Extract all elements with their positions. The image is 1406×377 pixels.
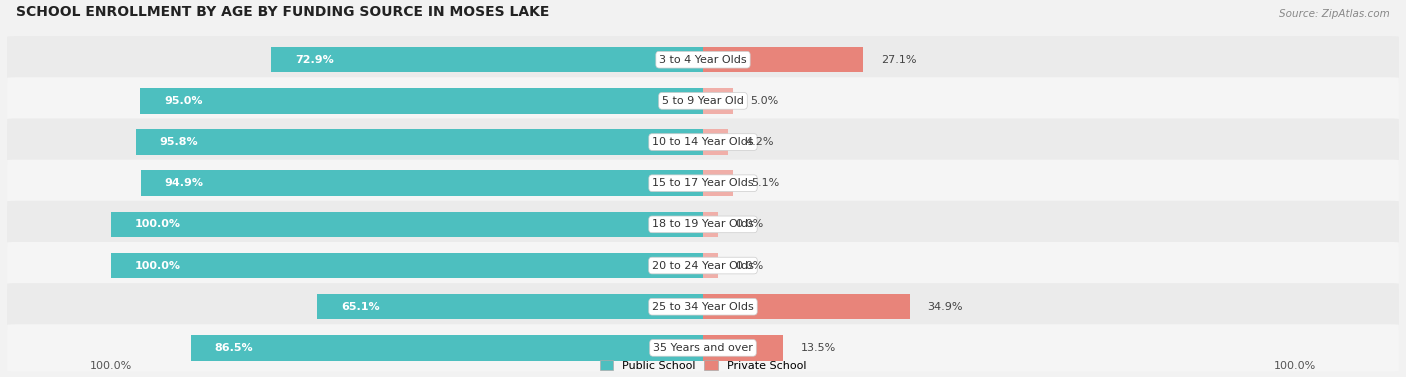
Text: 95.8%: 95.8%: [159, 137, 198, 147]
Bar: [703, 253, 718, 278]
FancyBboxPatch shape: [7, 242, 1399, 289]
Text: 100.0%: 100.0%: [135, 219, 180, 229]
Bar: [703, 129, 728, 155]
Bar: [703, 47, 863, 72]
Text: 100.0%: 100.0%: [90, 362, 132, 371]
Bar: [191, 335, 703, 361]
FancyBboxPatch shape: [7, 201, 1399, 248]
Legend: Public School, Private School: Public School, Private School: [596, 357, 810, 374]
Text: 4.2%: 4.2%: [745, 137, 775, 147]
Bar: [141, 170, 703, 196]
FancyBboxPatch shape: [7, 324, 1399, 371]
Bar: [703, 211, 718, 237]
Text: 72.9%: 72.9%: [295, 55, 333, 65]
Text: 5.0%: 5.0%: [751, 96, 779, 106]
Bar: [703, 335, 783, 361]
Text: 94.9%: 94.9%: [165, 178, 204, 188]
FancyBboxPatch shape: [7, 159, 1399, 207]
Text: 13.5%: 13.5%: [801, 343, 837, 353]
Text: 20 to 24 Year Olds: 20 to 24 Year Olds: [652, 261, 754, 271]
Bar: [703, 170, 733, 196]
Text: Source: ZipAtlas.com: Source: ZipAtlas.com: [1279, 9, 1391, 18]
Text: 5 to 9 Year Old: 5 to 9 Year Old: [662, 96, 744, 106]
Text: 35 Years and over: 35 Years and over: [652, 343, 754, 353]
Bar: [318, 294, 703, 319]
Text: 15 to 17 Year Olds: 15 to 17 Year Olds: [652, 178, 754, 188]
Text: SCHOOL ENROLLMENT BY AGE BY FUNDING SOURCE IN MOSES LAKE: SCHOOL ENROLLMENT BY AGE BY FUNDING SOUR…: [15, 5, 550, 18]
Bar: [141, 88, 703, 113]
FancyBboxPatch shape: [7, 118, 1399, 166]
Text: 100.0%: 100.0%: [135, 261, 180, 271]
Text: 27.1%: 27.1%: [882, 55, 917, 65]
FancyBboxPatch shape: [7, 283, 1399, 330]
FancyBboxPatch shape: [7, 77, 1399, 124]
Bar: [135, 129, 703, 155]
Bar: [111, 211, 703, 237]
Text: 34.9%: 34.9%: [928, 302, 963, 312]
Bar: [703, 294, 910, 319]
FancyBboxPatch shape: [7, 36, 1399, 83]
Text: 100.0%: 100.0%: [1274, 362, 1316, 371]
Text: 5.1%: 5.1%: [751, 178, 779, 188]
Text: 0.0%: 0.0%: [735, 219, 763, 229]
Text: 65.1%: 65.1%: [342, 302, 380, 312]
Bar: [111, 253, 703, 278]
Text: 25 to 34 Year Olds: 25 to 34 Year Olds: [652, 302, 754, 312]
Bar: [271, 47, 703, 72]
Text: 10 to 14 Year Olds: 10 to 14 Year Olds: [652, 137, 754, 147]
Text: 95.0%: 95.0%: [165, 96, 202, 106]
Text: 3 to 4 Year Olds: 3 to 4 Year Olds: [659, 55, 747, 65]
Text: 18 to 19 Year Olds: 18 to 19 Year Olds: [652, 219, 754, 229]
Bar: [703, 88, 733, 113]
Text: 0.0%: 0.0%: [735, 261, 763, 271]
Text: 86.5%: 86.5%: [214, 343, 253, 353]
